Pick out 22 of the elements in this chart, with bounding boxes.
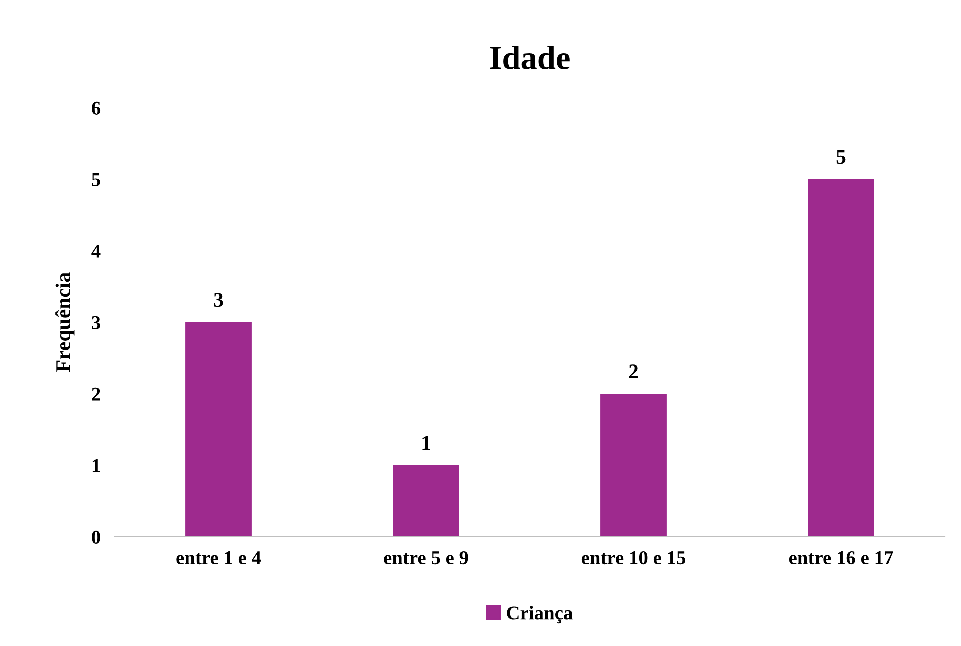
y-tick-label: 3 <box>92 316 100 330</box>
data-label: 3 <box>214 293 224 308</box>
bar <box>393 466 460 537</box>
y-axis-title: Frequência <box>56 272 75 372</box>
data-label: 5 <box>836 150 846 164</box>
y-tick-label: 4 <box>92 244 101 258</box>
legend-label: Criança <box>507 606 573 624</box>
y-tick-label: 6 <box>92 102 101 115</box>
chart-title: Idade <box>490 46 570 70</box>
data-label: 2 <box>629 364 638 378</box>
bar <box>186 322 252 537</box>
x-tick-label: entre 16 e 17 <box>789 552 894 565</box>
y-tick-label: 0 <box>92 530 100 544</box>
y-tick-label: 2 <box>92 388 100 401</box>
data-label: 1 <box>422 436 430 450</box>
y-tick-label: 1 <box>92 459 100 472</box>
bar <box>600 394 667 537</box>
x-tick-label: entre 1 e 4 <box>176 552 262 565</box>
x-tick-label: entre 5 e 9 <box>384 552 468 565</box>
bar <box>808 180 874 537</box>
y-tick-label: 5 <box>92 174 100 186</box>
x-tick-label: entre 10 e 15 <box>582 551 686 565</box>
